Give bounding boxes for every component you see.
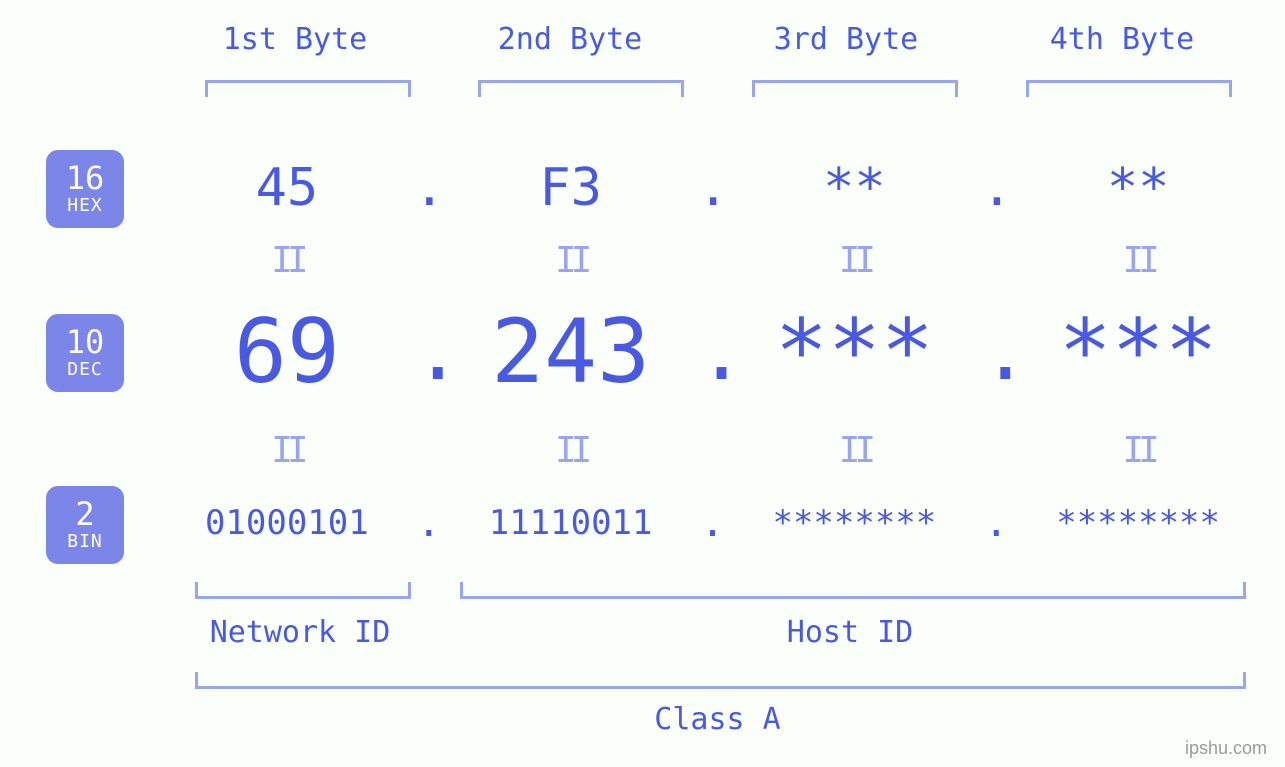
eq-2-3: II bbox=[728, 430, 982, 471]
bin-dot-1: . bbox=[414, 500, 444, 546]
hex-byte-4: ** bbox=[1011, 158, 1265, 218]
byte-bracket-top-2 bbox=[478, 80, 684, 97]
class-bracket bbox=[195, 672, 1246, 689]
bin-row: 01000101 . 11110011 . ******** . *******… bbox=[160, 500, 1265, 546]
dec-dot-2: . bbox=[698, 305, 728, 398]
badge-bin: 2 BIN bbox=[46, 486, 124, 564]
eq-1-4: II bbox=[1011, 240, 1265, 281]
byte-bracket-top-1 bbox=[205, 80, 411, 97]
eq-1-3: II bbox=[728, 240, 982, 281]
ip-diagram: 1st Byte 2nd Byte 3rd Byte 4th Byte 16 H… bbox=[0, 0, 1285, 767]
hex-dot-2: . bbox=[698, 158, 728, 218]
eq-2-4: II bbox=[1011, 430, 1265, 471]
badge-hex: 16 HEX bbox=[46, 150, 124, 228]
bin-byte-1: 01000101 bbox=[160, 503, 414, 543]
network-bracket bbox=[195, 582, 411, 599]
hex-byte-1: 45 bbox=[160, 158, 414, 218]
eq-2-2: II bbox=[444, 430, 698, 471]
class-label: Class A bbox=[195, 702, 1240, 737]
badge-dec-label: DEC bbox=[46, 361, 124, 380]
badge-hex-num: 16 bbox=[46, 162, 124, 196]
eq-2-1: II bbox=[160, 430, 414, 471]
hex-dot-1: . bbox=[414, 158, 444, 218]
hex-byte-3: ** bbox=[728, 158, 982, 218]
equals-row-1: II II II II bbox=[160, 240, 1265, 281]
dec-byte-2: 243 bbox=[444, 300, 698, 403]
dec-row: 69 . 243 . *** . *** bbox=[160, 300, 1265, 403]
dec-byte-1: 69 bbox=[160, 300, 414, 403]
bin-byte-3: ******** bbox=[728, 503, 982, 543]
dec-byte-4: *** bbox=[1011, 300, 1265, 403]
equals-row-2: II II II II bbox=[160, 430, 1265, 471]
bin-byte-2: 11110011 bbox=[444, 503, 698, 543]
badge-dec-num: 10 bbox=[46, 326, 124, 360]
badge-dec: 10 DEC bbox=[46, 314, 124, 392]
host-bracket bbox=[460, 582, 1246, 599]
bin-dot-2: . bbox=[698, 500, 728, 546]
host-id-label: Host ID bbox=[460, 615, 1240, 650]
hex-byte-2: F3 bbox=[444, 158, 698, 218]
dec-dot-1: . bbox=[414, 305, 444, 398]
badge-bin-num: 2 bbox=[46, 498, 124, 532]
badge-hex-label: HEX bbox=[46, 197, 124, 216]
byte-header-1: 1st Byte bbox=[165, 22, 425, 57]
network-id-label: Network ID bbox=[195, 615, 405, 650]
byte-bracket-top-4 bbox=[1026, 80, 1232, 97]
eq-1-2: II bbox=[444, 240, 698, 281]
byte-bracket-top-3 bbox=[752, 80, 958, 97]
byte-header-3: 3rd Byte bbox=[716, 22, 976, 57]
badge-bin-label: BIN bbox=[46, 533, 124, 552]
dec-dot-3: . bbox=[981, 305, 1011, 398]
hex-row: 45 . F3 . ** . ** bbox=[160, 158, 1265, 218]
bin-byte-4: ******** bbox=[1011, 503, 1265, 543]
eq-1-1: II bbox=[160, 240, 414, 281]
bin-dot-3: . bbox=[981, 500, 1011, 546]
byte-header-2: 2nd Byte bbox=[440, 22, 700, 57]
hex-dot-3: . bbox=[981, 158, 1011, 218]
dec-byte-3: *** bbox=[728, 300, 982, 403]
byte-header-4: 4th Byte bbox=[992, 22, 1252, 57]
watermark: ipshu.com bbox=[1185, 738, 1267, 759]
